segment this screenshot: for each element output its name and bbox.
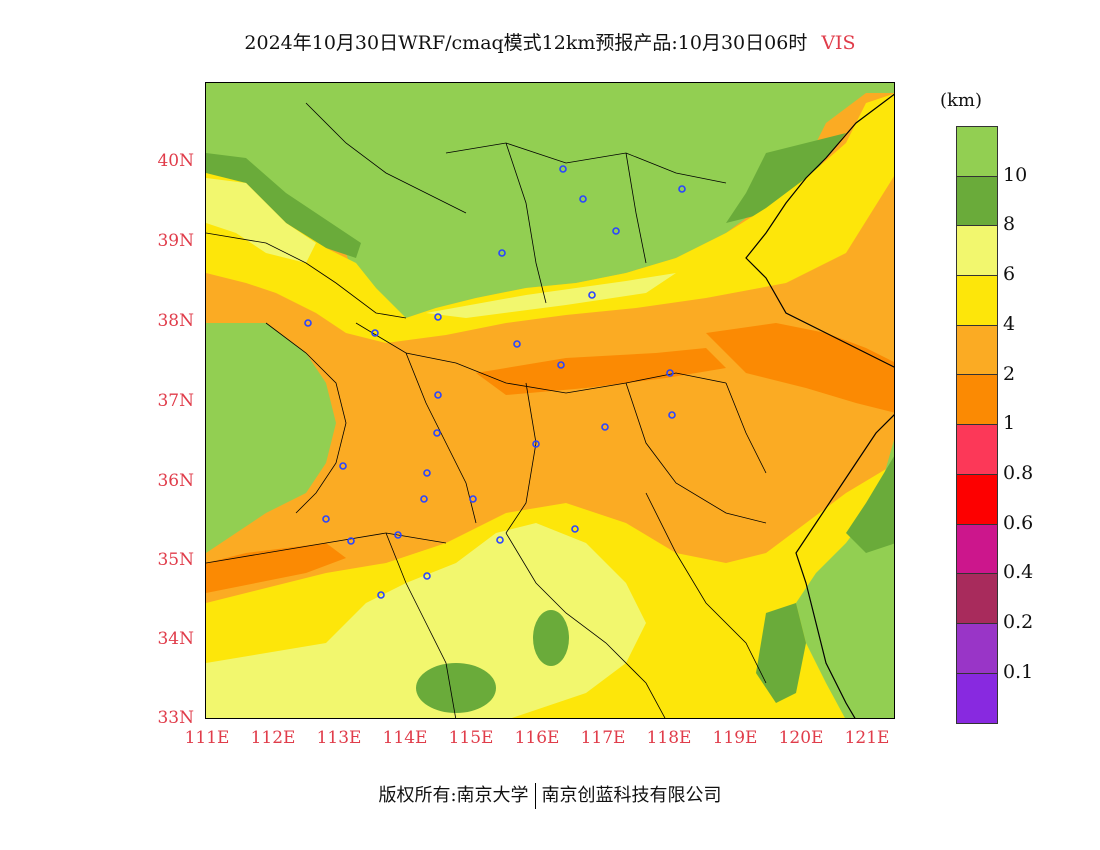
- lon-label-119e: 119E: [712, 728, 758, 748]
- colorbar-swatch: [957, 474, 997, 525]
- map-title: 2024年10月30日WRF/cmaq模式12km预报产品:10月30日06时 V…: [0, 28, 1100, 55]
- visibility-map: [205, 82, 895, 719]
- colorbar-level-label: 0.6: [1003, 511, 1034, 534]
- lon-label-113e: 113E: [316, 728, 362, 748]
- colorbar-level-label: 6: [1003, 263, 1016, 286]
- lake-patch-1: [533, 610, 569, 666]
- colorbar-level-label: 1: [1003, 412, 1016, 435]
- station-marker: [394, 531, 402, 539]
- footer-separator: [534, 783, 536, 809]
- colorbar: [956, 126, 998, 725]
- lon-label-120e: 120E: [778, 728, 824, 748]
- lon-label-117e: 117E: [580, 728, 626, 748]
- station-marker: [612, 227, 620, 235]
- station-marker: [347, 537, 355, 545]
- lon-label-111e: 111E: [184, 728, 230, 748]
- station-marker: [601, 423, 609, 431]
- copyright-text: 版权所有:南京大学: [378, 785, 529, 806]
- station-marker: [434, 313, 442, 321]
- station-marker: [434, 391, 442, 399]
- company-text: 南京创蓝科技有限公司: [541, 785, 722, 806]
- colorbar-swatch: [957, 127, 997, 177]
- colorbar-level-label: 4: [1003, 312, 1016, 335]
- station-marker: [559, 165, 567, 173]
- colorbar-swatch: [957, 574, 997, 624]
- station-marker: [469, 495, 477, 503]
- station-marker: [377, 591, 385, 599]
- lake-patch-2: [416, 663, 496, 713]
- north-yellow-band: [206, 93, 894, 343]
- north-green-region: [206, 83, 894, 318]
- station-marker: [666, 369, 674, 377]
- station-marker: [371, 329, 379, 337]
- station-marker: [571, 525, 579, 533]
- lon-label-114e: 114E: [382, 728, 428, 748]
- lat-label-33n: 33N: [157, 708, 194, 728]
- lat-label-40n: 40N: [157, 151, 194, 171]
- coastline: [745, 93, 894, 718]
- lon-label-118e: 118E: [646, 728, 692, 748]
- lat-label-37n: 37N: [157, 391, 194, 411]
- colorbar-swatch: [957, 325, 997, 376]
- title-text: 2024年10月30日WRF/cmaq模式12km预报产品:10月30日06时: [244, 32, 808, 54]
- central-orange-band: [206, 323, 894, 593]
- footer: 版权所有:南京大学 南京创蓝科技有限公司: [0, 781, 1100, 809]
- station-marker: [532, 440, 540, 448]
- lon-label-121e: 121E: [844, 728, 890, 748]
- lat-label-36n: 36N: [157, 471, 194, 491]
- colorbar-level-label: 0.4: [1003, 561, 1034, 584]
- north-lightyellow-strip: [206, 178, 676, 318]
- colorbar-unit: (km): [940, 90, 983, 111]
- colorbar-level-label: 0.8: [1003, 461, 1034, 484]
- colorbar-swatch: [957, 425, 997, 475]
- station-marker: [423, 572, 431, 580]
- colorbar-swatch: [957, 276, 997, 326]
- colorbar-swatch: [957, 226, 997, 277]
- station-marker: [322, 515, 330, 523]
- station-marker: [513, 340, 521, 348]
- colorbar-level-label: 8: [1003, 213, 1016, 236]
- station-marker: [557, 361, 565, 369]
- variable-label: VIS: [821, 32, 856, 54]
- station-marker: [668, 411, 676, 419]
- colorbar-swatch: [957, 176, 997, 227]
- province-boundaries: [206, 102, 767, 718]
- colorbar-swatch: [957, 375, 997, 426]
- lat-label-39n: 39N: [157, 231, 194, 251]
- station-marker: [496, 536, 504, 544]
- station-marker: [498, 249, 506, 257]
- lon-label-112e: 112E: [250, 728, 296, 748]
- station-marker: [420, 495, 428, 503]
- lat-label-38n: 38N: [157, 311, 194, 331]
- south-lightyellow-region: [206, 523, 646, 718]
- station-marker: [579, 195, 587, 203]
- colorbar-level-label: 2: [1003, 362, 1016, 385]
- colorbar-level-label: 0.2: [1003, 611, 1034, 633]
- station-marker: [678, 185, 686, 193]
- lon-label-115e: 115E: [448, 728, 494, 748]
- southeast-darkgreen-patch: [756, 456, 894, 703]
- lon-label-116e: 116E: [514, 728, 560, 748]
- west-green-region: [206, 323, 336, 553]
- colorbar-swatch: [957, 524, 997, 575]
- station-marker: [423, 469, 431, 477]
- colorbar-level-label: 0.1: [1003, 660, 1034, 683]
- station-markers: [304, 165, 686, 599]
- station-marker: [304, 319, 312, 327]
- colorbar-level-label: 10: [1003, 163, 1028, 186]
- lat-label-34n: 34N: [157, 629, 194, 649]
- lat-label-35n: 35N: [157, 550, 194, 570]
- station-marker: [588, 291, 596, 299]
- station-marker: [433, 429, 441, 437]
- map-svg: [206, 83, 894, 718]
- colorbar-swatch: [957, 623, 997, 674]
- colorbar-swatch: [957, 673, 997, 724]
- southeast-green-region: [796, 440, 894, 718]
- station-marker: [339, 462, 347, 470]
